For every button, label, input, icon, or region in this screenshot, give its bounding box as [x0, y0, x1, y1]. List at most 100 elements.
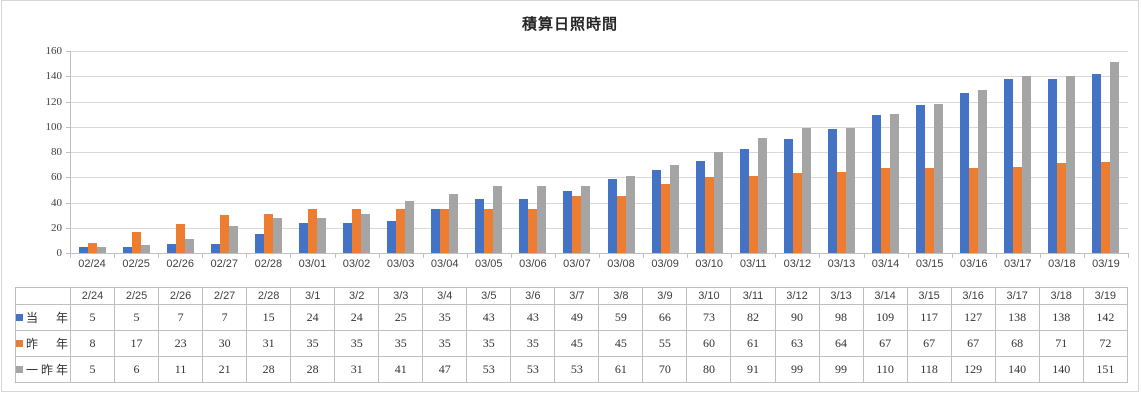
bar[interactable]	[166, 244, 176, 253]
bar[interactable]	[272, 217, 282, 253]
x-axis-label: 03/03	[386, 258, 415, 270]
bar[interactable]	[87, 242, 97, 253]
bar[interactable]	[695, 160, 705, 253]
bar[interactable]	[440, 208, 450, 253]
data-table: 2/24 2/25 2/26 2/27 2/28 3/1 3/2 3/3 3/4 3/5 3/6 3/…	[15, 287, 1129, 383]
bar[interactable]	[475, 198, 485, 253]
bar[interactable]	[969, 168, 979, 253]
bar[interactable]	[1110, 62, 1120, 253]
x-axis-tick	[687, 253, 689, 258]
bar[interactable]	[307, 208, 317, 253]
bar[interactable]	[210, 244, 220, 253]
table-value-cell: 7	[202, 304, 248, 331]
table-header-cell: 3/8	[598, 287, 644, 305]
x-axis-tick	[422, 253, 424, 258]
table-value-cell: 66	[642, 304, 688, 331]
bar[interactable]	[352, 208, 362, 253]
bar[interactable]	[572, 196, 582, 253]
bar[interactable]	[528, 208, 538, 253]
plot-area[interactable]	[70, 51, 1128, 254]
bar[interactable]	[396, 208, 406, 253]
bar[interactable]	[96, 246, 106, 253]
bar[interactable]	[405, 201, 415, 253]
bar[interactable]	[519, 198, 529, 253]
bar[interactable]	[890, 114, 900, 253]
bar[interactable]	[78, 246, 88, 253]
bar[interactable]	[872, 115, 882, 253]
bar[interactable]	[175, 223, 185, 253]
bar[interactable]	[387, 221, 397, 253]
x-axis-tick	[246, 253, 248, 258]
bar[interactable]	[836, 172, 846, 253]
bar[interactable]	[1092, 73, 1102, 253]
bar[interactable]	[298, 222, 308, 253]
bar[interactable]	[1022, 76, 1032, 253]
bar[interactable]	[960, 92, 970, 253]
bar[interactable]	[801, 128, 811, 253]
bar[interactable]	[254, 234, 264, 253]
bar[interactable]	[316, 217, 326, 253]
table-header-cell: 2/27	[202, 287, 248, 305]
bar[interactable]	[140, 245, 150, 253]
table-value-cell: 63	[774, 330, 820, 357]
bar[interactable]	[925, 168, 935, 253]
bar[interactable]	[651, 169, 661, 253]
bar[interactable]	[978, 90, 988, 253]
x-axis-tick	[819, 253, 821, 258]
bar[interactable]	[219, 215, 229, 253]
bar[interactable]	[343, 222, 353, 253]
x-axis-tick	[378, 253, 380, 258]
bar[interactable]	[431, 208, 441, 253]
x-axis-label: 03/18	[1048, 258, 1076, 270]
bar[interactable]	[881, 168, 891, 253]
bar[interactable]	[748, 175, 758, 253]
bar[interactable]	[563, 191, 573, 253]
bar[interactable]	[131, 231, 141, 253]
bar[interactable]	[916, 105, 926, 253]
x-axis-tick	[510, 253, 512, 258]
bar[interactable]	[228, 226, 238, 253]
bar[interactable]	[581, 186, 591, 253]
bar[interactable]	[449, 193, 459, 253]
bar[interactable]	[713, 152, 723, 253]
bar[interactable]	[361, 213, 371, 253]
bar[interactable]	[1101, 162, 1111, 253]
bar[interactable]	[1048, 78, 1058, 253]
bar[interactable]	[660, 183, 670, 253]
y-axis-tick	[66, 126, 70, 128]
bar[interactable]	[739, 149, 749, 253]
bar[interactable]	[625, 175, 635, 253]
table-header-cell: 2/24	[69, 287, 116, 305]
bar[interactable]	[122, 246, 132, 253]
table-value-cell: 49	[554, 304, 600, 331]
table-value-cell: 82	[730, 304, 776, 331]
table-header-cell: 3/16	[950, 287, 996, 305]
bar[interactable]	[607, 178, 617, 253]
table-value-cell: 61	[598, 356, 644, 383]
bar[interactable]	[263, 213, 273, 253]
table-header-cell: 3/12	[774, 287, 820, 305]
bar[interactable]	[537, 186, 547, 253]
bar[interactable]	[484, 208, 494, 253]
table-value-cell: 15	[246, 304, 292, 331]
table-value-cell: 129	[950, 356, 996, 383]
gridline	[70, 152, 1128, 153]
bar[interactable]	[704, 177, 714, 253]
bar[interactable]	[493, 186, 503, 253]
bar[interactable]	[1013, 167, 1023, 253]
bar[interactable]	[669, 164, 679, 253]
bar[interactable]	[934, 104, 944, 253]
bar[interactable]	[616, 196, 626, 253]
bar[interactable]	[827, 129, 837, 253]
bar[interactable]	[1066, 76, 1076, 253]
bar[interactable]	[783, 139, 793, 253]
table-value-cell: 67	[862, 330, 908, 357]
bar[interactable]	[845, 128, 855, 253]
bar[interactable]	[792, 173, 802, 253]
table-header-cell: 3/6	[510, 287, 556, 305]
bar[interactable]	[1057, 163, 1067, 253]
table-value-cell: 109	[862, 304, 908, 331]
bar[interactable]	[1004, 78, 1014, 253]
bar[interactable]	[757, 138, 767, 253]
bar[interactable]	[184, 239, 194, 253]
